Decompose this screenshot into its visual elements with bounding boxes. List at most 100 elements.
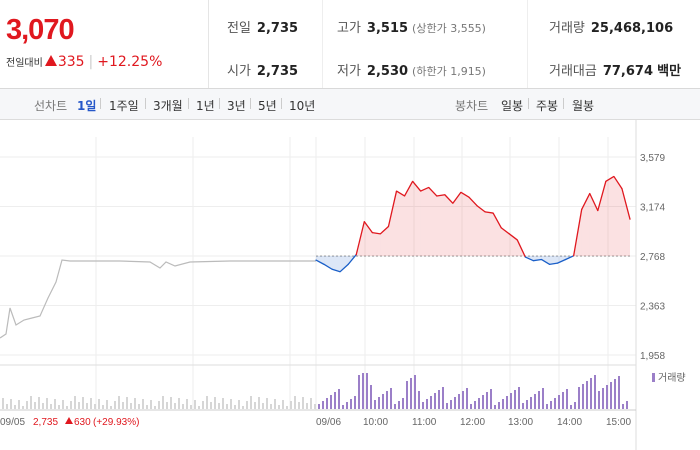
area-segment (589, 193, 598, 257)
stat-value: 3,515 (366, 21, 409, 36)
volume-bar (42, 403, 44, 409)
volume-bar (458, 394, 460, 409)
price-point (339, 271, 341, 273)
area-segment (581, 193, 590, 257)
volume-bar (374, 400, 376, 409)
tab-3year[interactable]: 3년 (227, 99, 246, 113)
volume-bar (494, 405, 496, 409)
price-segment (549, 262, 558, 266)
volume-bar (462, 391, 464, 409)
volume-bar (222, 398, 224, 409)
price-point (556, 262, 559, 264)
volume-bar (214, 397, 216, 409)
price-point (597, 210, 599, 212)
volume-bar (446, 403, 448, 409)
volume-bar (486, 392, 488, 409)
volume-bar (538, 391, 540, 409)
price-segment (508, 233, 518, 241)
stat-prev-close: 전일 2,735 (227, 17, 298, 36)
price-line (315, 175, 631, 273)
volume-bar (38, 397, 40, 409)
volume-bar (158, 401, 160, 409)
price-segment (420, 186, 429, 192)
price-point (371, 232, 373, 234)
x-tick-label: 10:00 (363, 417, 388, 428)
divider (250, 98, 251, 109)
price-point (331, 268, 333, 270)
volume-bar (474, 401, 476, 409)
volume-bar (362, 373, 364, 409)
volume-bar (402, 398, 404, 409)
volume-bar (358, 375, 360, 409)
tab-10year[interactable]: 10년 (289, 99, 316, 113)
volume-bar (270, 404, 272, 409)
volume-bar (242, 406, 244, 409)
volume-bar (350, 399, 352, 409)
price-point (387, 225, 390, 228)
area-segment (428, 187, 437, 257)
area-segment (621, 188, 630, 257)
stat-open: 시가 2,735 (227, 60, 298, 79)
area-segment (444, 194, 453, 257)
volume-bar (218, 403, 220, 409)
volume-bar (34, 402, 36, 409)
volume-bar (182, 404, 184, 409)
volume-bars (2, 373, 628, 409)
volume-bar (198, 406, 200, 409)
tab-5year[interactable]: 5년 (258, 99, 277, 113)
volume-bar (10, 399, 12, 409)
price-segment (339, 263, 349, 273)
volume-bar (226, 404, 228, 409)
volume-bar (566, 389, 568, 409)
volume-bar (434, 393, 436, 409)
volume-bar (338, 389, 340, 409)
volume-bar (530, 397, 532, 409)
area-segment (316, 256, 325, 265)
x-tick-label: 14:00 (557, 417, 582, 428)
volume-bar (614, 379, 616, 409)
tab-daily-candle[interactable]: 일봉 (501, 99, 524, 113)
price-point (468, 196, 470, 198)
tab-monthly-candle[interactable]: 월봉 (572, 99, 595, 113)
tab-1week[interactable]: 1주일 (109, 99, 139, 113)
volume-bar (482, 395, 484, 409)
volume-bar (282, 400, 284, 409)
stat-low: 저가 2,530 (하한가 1,915) (337, 60, 486, 79)
volume-bar (478, 398, 480, 409)
price-segment (468, 196, 478, 207)
tab-weekly-candle[interactable]: 주봉 (536, 99, 559, 113)
line-chart-label: 선차트 (34, 99, 68, 113)
tab-1year[interactable]: 1년 (196, 99, 215, 113)
price-point (436, 195, 438, 197)
price-point (613, 175, 615, 178)
price-point (363, 221, 365, 223)
divider (528, 98, 529, 109)
change-label: 전일대비 (6, 58, 43, 69)
price-chart[interactable]: 3,579 3,174 2,768 2,363 1,958 09/06 10:00 11:0… (0, 120, 700, 450)
y-tick-label: 1,958 (640, 351, 665, 362)
volume-bar (246, 401, 248, 409)
divider (281, 98, 282, 109)
tab-3month[interactable]: 3개월 (153, 99, 183, 113)
volume-bar (6, 404, 8, 409)
price-point (508, 233, 510, 235)
price-segment (403, 180, 414, 197)
x-tick-label: 11:00 (412, 417, 437, 428)
price-segment (525, 256, 534, 262)
volume-bar (394, 404, 396, 409)
divider (527, 0, 528, 88)
volume-bar (618, 376, 620, 409)
price-segment (500, 227, 510, 235)
stat-value: 2,735 (256, 64, 299, 79)
price-point (564, 258, 567, 261)
candle-chart-label: 봉차트 (455, 99, 489, 113)
divider (188, 98, 189, 109)
y-tick-label: 3,579 (640, 153, 665, 164)
price-segment (372, 231, 381, 235)
volume-bar (318, 404, 320, 409)
area-segment (372, 232, 381, 257)
volume-bar (154, 406, 156, 409)
volume-bar (70, 401, 72, 409)
tab-1day[interactable]: 1일 (77, 99, 97, 113)
stat-label: 전일 (227, 21, 251, 36)
